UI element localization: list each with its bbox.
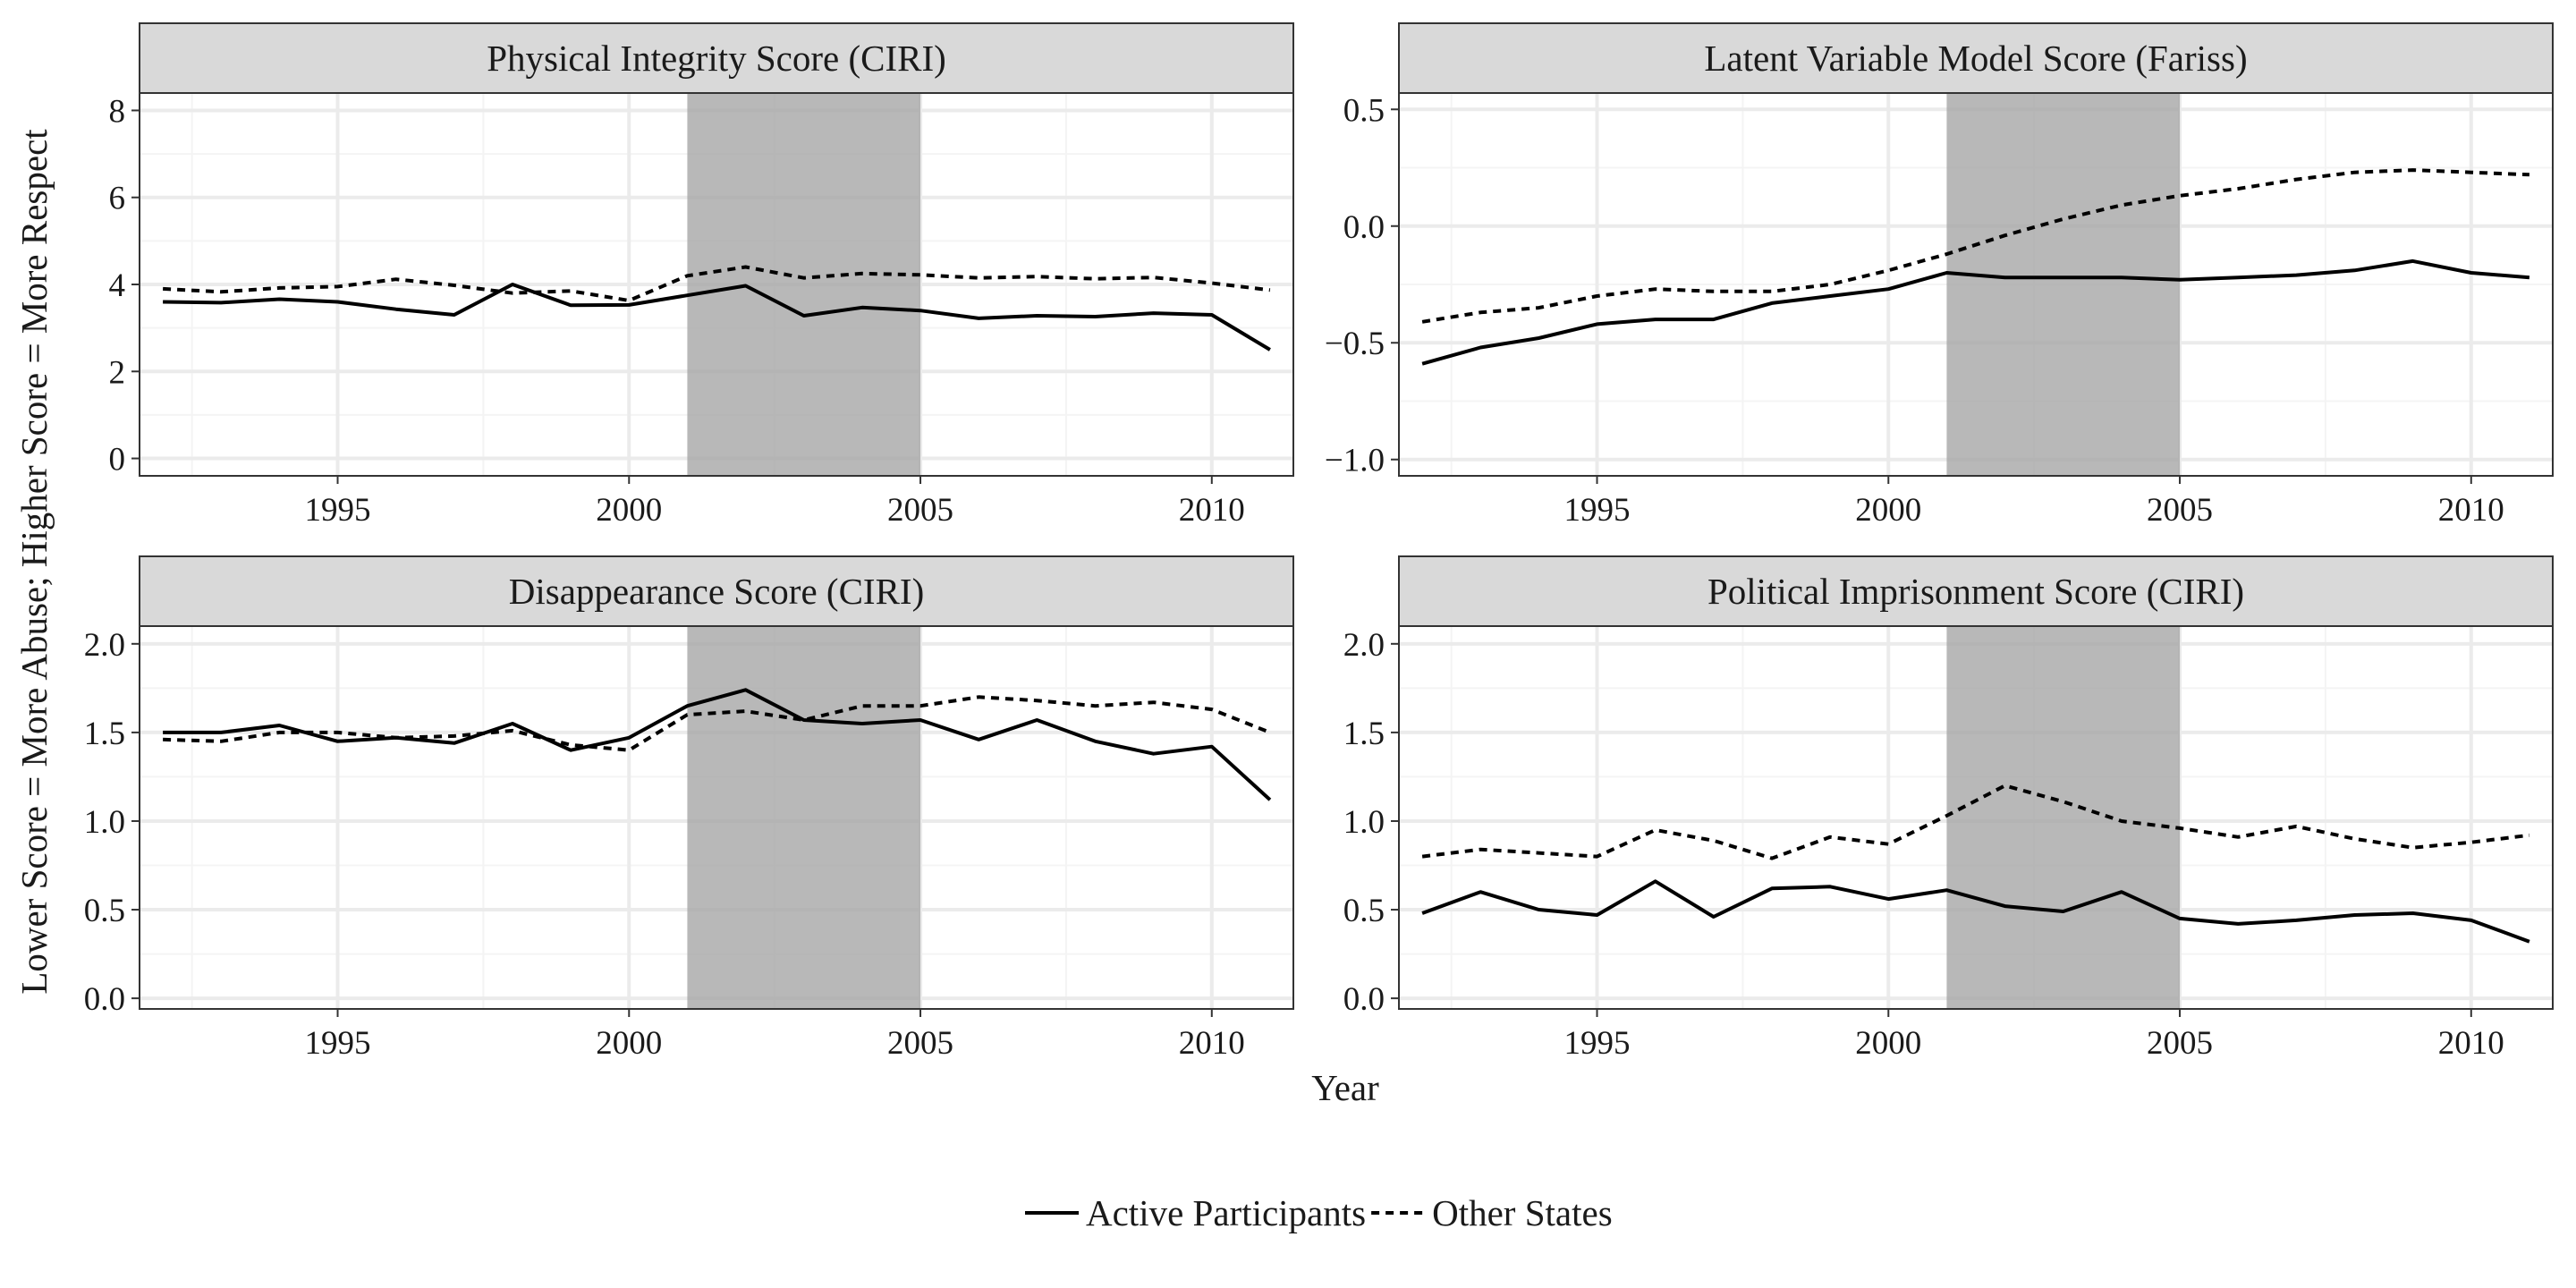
y-tick-label: 2.0	[84, 627, 125, 664]
facet-panel: Political Imprisonment Score (CIRI) 0.0 0.…	[1343, 555, 2554, 1062]
facet-title: Physical Integrity Score (CIRI)	[487, 38, 946, 79]
facet-title: Disappearance Score (CIRI)	[509, 571, 924, 612]
y-tick-label: 0.0	[1343, 209, 1385, 246]
x-tick-label: 2010	[1179, 1025, 1245, 1062]
y-tick-label: 0.0	[84, 981, 125, 1018]
series-line-other-states	[1421, 784, 2530, 860]
y-axis-title: Lower Score = More Abuse; Higher Score =…	[13, 129, 55, 995]
x-tick-label: 1995	[305, 1025, 371, 1062]
series-line-active-participants	[163, 688, 1272, 801]
shaded-period	[1946, 93, 2181, 476]
facet-strip	[1398, 555, 2554, 627]
legend: Active Participants Other States	[1025, 1192, 1613, 1233]
legend-item: Other States	[1371, 1192, 1613, 1233]
facet-panel: Latent Variable Model Score (Fariss) −1.0…	[1325, 22, 2554, 529]
shaded-period	[687, 93, 921, 476]
series-line-active-participants	[1421, 879, 2530, 944]
x-tick-label: 2005	[887, 1025, 953, 1062]
x-tick-label: 2000	[1855, 492, 1921, 529]
y-tick-label: 1.5	[1343, 716, 1385, 752]
x-tick-label: 2000	[596, 1025, 662, 1062]
x-tick-label: 2005	[2147, 1025, 2213, 1062]
shaded-period	[687, 626, 921, 1009]
facet-title: Political Imprisonment Score (CIRI)	[1707, 571, 2244, 612]
y-tick-label: 2.0	[1343, 627, 1385, 664]
facet-title: Latent Variable Model Score (Fariss)	[1704, 38, 2247, 79]
y-tick-label: 1.5	[84, 716, 125, 752]
y-tick-label: 0.5	[84, 893, 125, 929]
shaded-period	[1946, 626, 2181, 1009]
x-tick-label: 2005	[887, 492, 953, 529]
series-line-other-states	[162, 265, 1271, 302]
y-tick-label: 0.5	[1343, 92, 1385, 129]
y-tick-label: 0.0	[1343, 981, 1385, 1018]
facet-strip	[1398, 22, 2554, 94]
panel-border	[1398, 625, 2554, 1010]
x-tick-label: 1995	[1564, 1025, 1631, 1062]
y-tick-label: 0	[109, 442, 126, 479]
legend-label: Active Participants	[1086, 1192, 1366, 1233]
facet-strip	[139, 22, 1294, 94]
x-tick-label: 2010	[2438, 492, 2504, 529]
x-tick-label: 2005	[2147, 492, 2213, 529]
x-tick-label: 2000	[1855, 1025, 1921, 1062]
y-tick-label: 0.5	[1343, 893, 1385, 929]
facet-panels: Physical Integrity Score (CIRI) 0 2 4 6 8 1995…	[84, 22, 2554, 1062]
y-tick-label: −0.5	[1325, 326, 1385, 362]
series-line-active-participants	[1421, 258, 2530, 366]
series-line-active-participants	[163, 283, 1271, 352]
y-tick-label: 1.0	[1343, 804, 1385, 841]
panel-border	[139, 625, 1294, 1010]
y-tick-label: −1.0	[1325, 443, 1385, 479]
x-tick-label: 2010	[2438, 1025, 2504, 1062]
legend-item: Active Participants	[1025, 1192, 1366, 1233]
panel-border	[1398, 92, 2554, 477]
x-tick-label: 2000	[596, 492, 662, 529]
y-tick-label: 2	[109, 354, 126, 391]
x-tick-label: 1995	[305, 492, 371, 529]
facet-panel: Physical Integrity Score (CIRI) 0 2 4 6 8 1995…	[109, 22, 1294, 529]
series-line-other-states	[1421, 168, 2529, 324]
y-tick-label: 4	[109, 267, 126, 304]
x-axis-title: Year	[1311, 1067, 1379, 1108]
x-tick-label: 1995	[1564, 492, 1631, 529]
legend-label: Other States	[1432, 1192, 1613, 1233]
x-tick-label: 2010	[1179, 492, 1245, 529]
facet-strip	[139, 555, 1294, 627]
y-tick-label: 8	[109, 93, 126, 130]
y-tick-label: 1.0	[84, 804, 125, 841]
facet-panel: Disappearance Score (CIRI) 0.0 0.5 1.0 1.5 2.…	[84, 555, 1294, 1062]
y-tick-label: 6	[109, 181, 126, 217]
